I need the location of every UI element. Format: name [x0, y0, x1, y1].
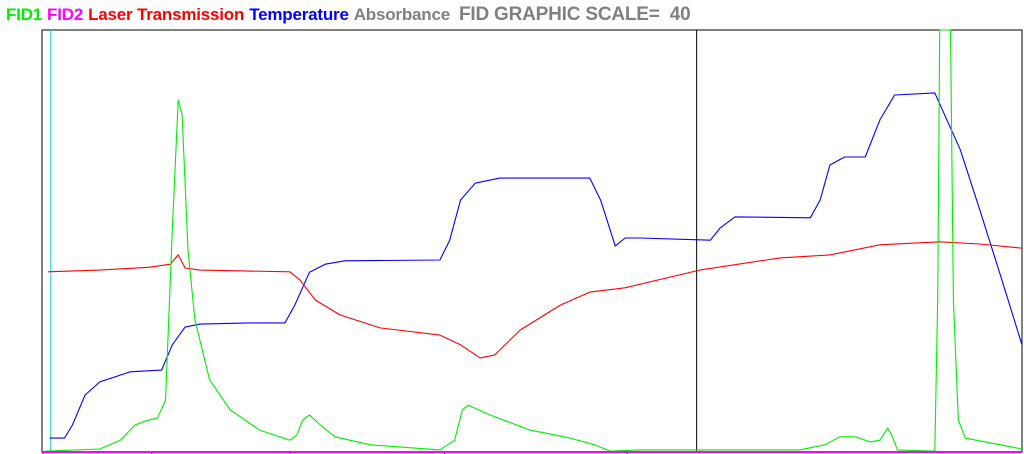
series-laser-transmission [47, 241, 1023, 359]
legend-temperature: Temperature [249, 5, 349, 24]
legend-fid2: FID2 [47, 5, 84, 24]
legend-fid1: FID1 [6, 5, 43, 24]
legend-absorbance: Absorbance [353, 5, 450, 24]
fid-graphic-scale: FID GRAPHIC SCALE= 40 [458, 4, 691, 25]
legend-laser-transmission: Laser Transmission [88, 5, 245, 24]
series-temperature [49, 92, 1023, 439]
plot-frame [41, 29, 1023, 453]
legend: FID1 FID2 Laser Transmission Temperature Abs… [6, 4, 696, 26]
series-fid1 [44, 29, 1023, 452]
